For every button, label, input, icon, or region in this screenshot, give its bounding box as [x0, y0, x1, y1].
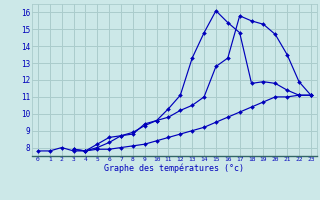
X-axis label: Graphe des températures (°c): Graphe des températures (°c): [104, 164, 244, 173]
